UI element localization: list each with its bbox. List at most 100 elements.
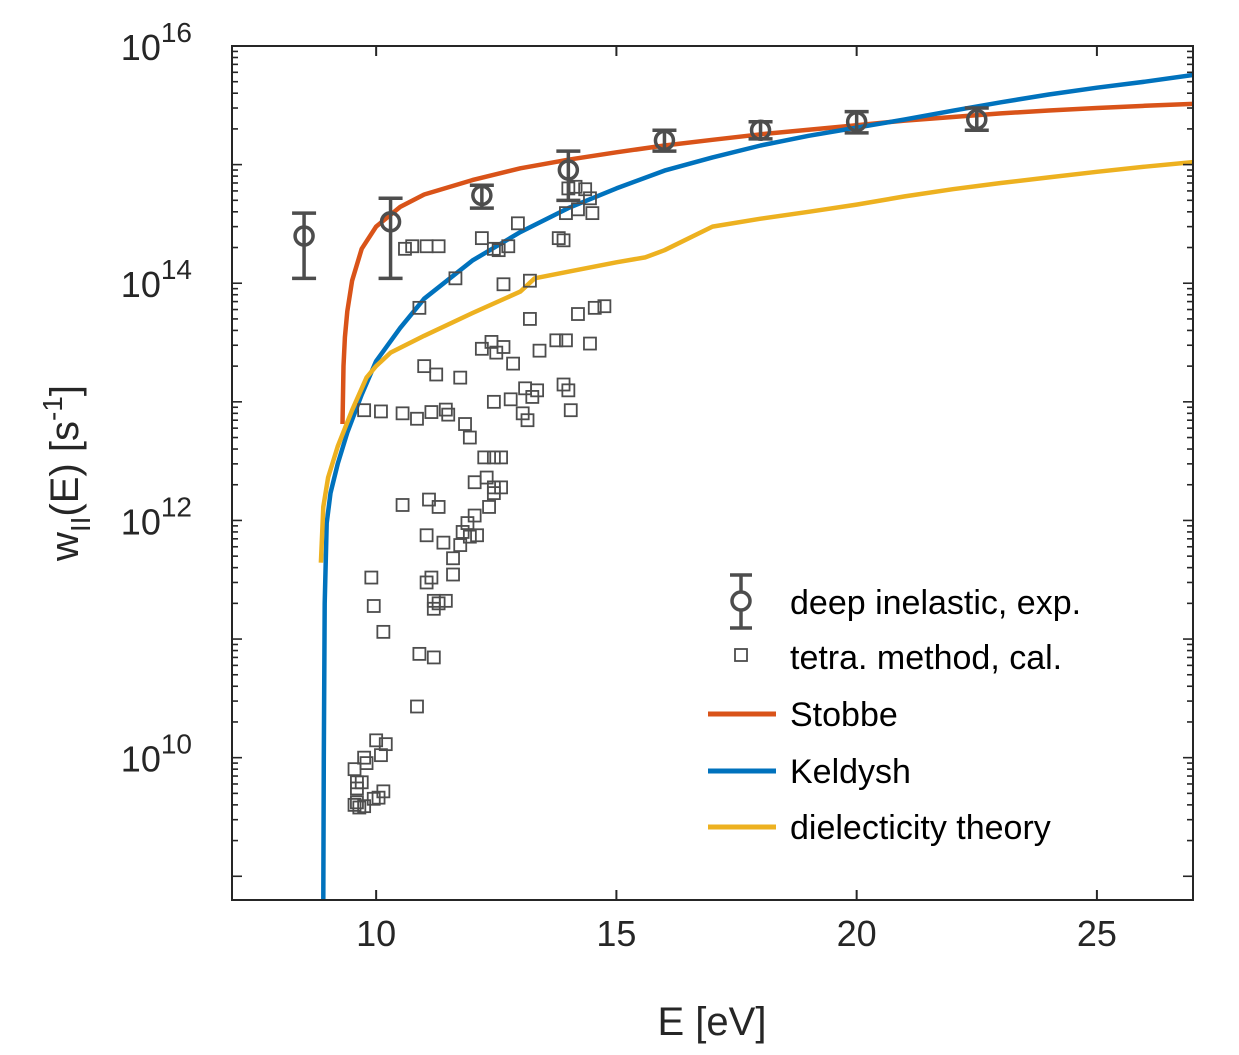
scatter-point (426, 601, 441, 616)
plot-area (292, 72, 1193, 900)
scatter-point (486, 450, 501, 465)
scatter-point (405, 239, 420, 254)
errorbar-marker (293, 225, 315, 247)
scatter-point (467, 508, 482, 523)
scatter-point (426, 650, 441, 665)
legend-label-scatter: tetra. method, cal. (790, 639, 1062, 677)
scatter-point (436, 535, 451, 550)
scatter-point (496, 340, 511, 354)
y-tick-label-base: 10 (121, 27, 161, 68)
x-tick-label: 15 (596, 913, 636, 954)
scatter-point (462, 529, 477, 544)
scatter-point (506, 356, 520, 371)
y-tick-label-base: 10 (121, 501, 161, 542)
scatter-point (523, 273, 537, 288)
y-tick-label-exponent: 16 (161, 17, 192, 48)
scatter-point (438, 593, 453, 608)
errorbar-marker (557, 159, 580, 181)
scatter-point (556, 233, 571, 248)
scatter-point (438, 402, 453, 417)
legend-item-scatter: tetra. method, cal. (734, 639, 1062, 677)
series-line-dielecticity-theory (318, 159, 1193, 563)
legend-item-errorbar: deep inelastic, exp. (730, 573, 1081, 630)
scatter-point (482, 500, 496, 514)
scatter-point (357, 403, 372, 418)
scatter-point (422, 492, 436, 507)
x-axis-title: E [eV] (658, 1000, 767, 1044)
legend-errorbar-marker (730, 590, 752, 612)
scatter-point (446, 567, 460, 582)
y-tick-label: 1012 (121, 491, 192, 542)
y-tick-label-exponent: 12 (161, 491, 192, 522)
scatter-point (585, 206, 600, 221)
scatter-point (563, 403, 578, 418)
scatter-point (477, 450, 492, 465)
y-axis-title-base: w (43, 532, 87, 562)
axes-box (231, 45, 1194, 901)
scatter-point (561, 383, 576, 398)
errorbar-marker (471, 184, 493, 207)
scatter-point (559, 333, 573, 348)
scatter-point (587, 300, 602, 315)
scatter-point (424, 570, 439, 585)
scatter-point (491, 243, 506, 258)
scatter-point (431, 239, 446, 254)
x-tick-label: 10 (356, 913, 396, 954)
scatter-point (460, 516, 475, 530)
scatter-point (431, 500, 446, 514)
scatter-point (458, 417, 472, 431)
scatter-point (395, 406, 410, 421)
scatter-point (378, 737, 393, 752)
scatter-point (523, 312, 537, 326)
scatter-point (395, 498, 410, 512)
scatter-point (571, 202, 585, 217)
x-tick-label: 20 (837, 913, 877, 954)
y-axis-title-close: ] (43, 385, 87, 396)
scatter-point (441, 407, 456, 422)
scatter-point (518, 381, 533, 396)
scatter-point (448, 271, 463, 286)
scatter-point (470, 528, 484, 543)
scatter-point (352, 800, 367, 815)
series-line-keldysh (321, 72, 1193, 900)
y-axis-title-main: (E) [s (43, 421, 87, 517)
scatter-point (532, 343, 547, 358)
scatter-point (347, 797, 362, 812)
y-axis-title-superscript: -1 (37, 396, 68, 421)
x-tick-label: 25 (1077, 913, 1117, 954)
scatter-point (486, 486, 501, 501)
scatter-point (410, 699, 424, 714)
scatter-point (419, 528, 434, 543)
scatter-point (479, 470, 494, 485)
scatter-point (494, 450, 508, 465)
scatter-point (424, 405, 439, 419)
scatter-point (486, 394, 501, 409)
series-line-stobbe (340, 101, 1193, 425)
errorbar-marker (966, 108, 988, 131)
scatter-point (583, 336, 597, 351)
legend-item-stobbe: Stobbe (708, 696, 898, 734)
legend-label-dielecticity: dielecticity theory (790, 809, 1051, 847)
scatter-point (551, 231, 566, 246)
scatter-point (357, 799, 372, 814)
scatter-point (501, 239, 516, 254)
scatter-point (374, 748, 388, 763)
scatter-point (453, 538, 468, 552)
y-tick-label-base: 10 (121, 739, 161, 780)
scatter-point (503, 392, 518, 407)
y-axis-title-subscript: II (65, 517, 96, 533)
scatter-point (496, 277, 511, 292)
y-tick-label-exponent: 14 (161, 254, 192, 285)
scatter-point (376, 624, 391, 639)
y-tick-label: 1014 (121, 254, 192, 305)
scatter-point (412, 646, 427, 661)
scatter-point (398, 241, 412, 256)
legend-label-stobbe: Stobbe (790, 696, 898, 734)
legend-item-keldysh: Keldysh (708, 753, 911, 791)
scatter-point (417, 359, 432, 374)
scatter-point (364, 570, 379, 585)
scatter-point (429, 367, 444, 382)
scatter-point (474, 231, 489, 246)
